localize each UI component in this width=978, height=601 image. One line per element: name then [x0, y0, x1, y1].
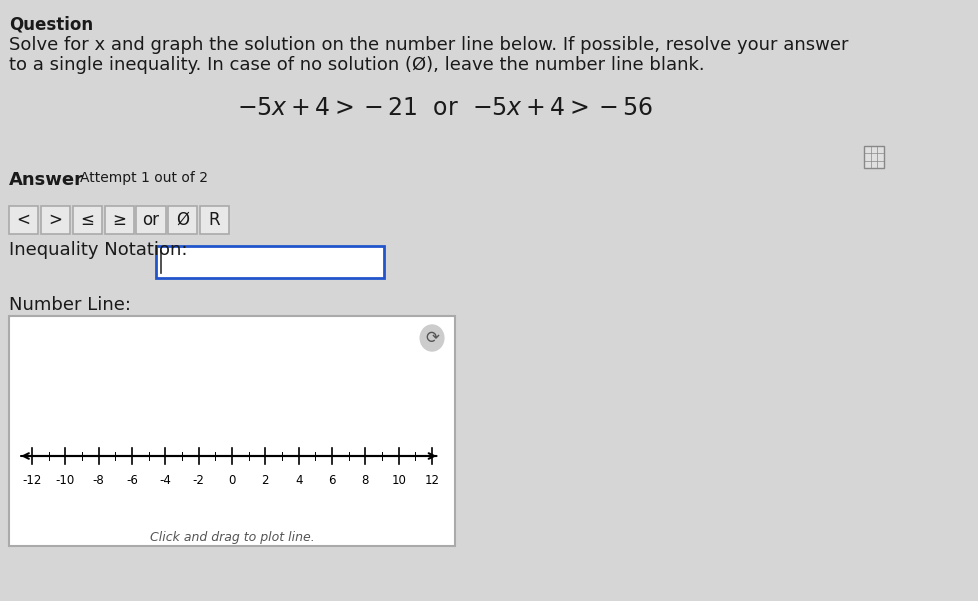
Text: 10: 10	[391, 474, 406, 487]
FancyBboxPatch shape	[9, 206, 38, 234]
Text: ⟳: ⟳	[424, 329, 438, 347]
FancyBboxPatch shape	[9, 316, 455, 546]
Text: -2: -2	[193, 474, 204, 487]
Text: 2: 2	[261, 474, 269, 487]
FancyBboxPatch shape	[72, 206, 102, 234]
FancyBboxPatch shape	[864, 146, 883, 168]
Text: >: >	[49, 211, 63, 229]
Text: 4: 4	[294, 474, 302, 487]
FancyBboxPatch shape	[156, 246, 383, 278]
Text: Question: Question	[9, 16, 93, 34]
Text: ≤: ≤	[80, 211, 94, 229]
Text: Answer: Answer	[9, 171, 84, 189]
Text: Ø: Ø	[176, 211, 189, 229]
Text: -10: -10	[56, 474, 74, 487]
Text: <: <	[17, 211, 30, 229]
Text: -6: -6	[126, 474, 138, 487]
Text: Number Line:: Number Line:	[9, 296, 131, 314]
FancyBboxPatch shape	[105, 206, 134, 234]
Text: Click and drag to plot line.: Click and drag to plot line.	[150, 531, 314, 544]
Text: R: R	[208, 211, 220, 229]
Text: 6: 6	[328, 474, 335, 487]
Text: or: or	[143, 211, 159, 229]
Text: Solve for x and graph the solution on the number line below. If possible, resolv: Solve for x and graph the solution on th…	[9, 36, 848, 54]
FancyBboxPatch shape	[136, 206, 165, 234]
Text: 8: 8	[361, 474, 369, 487]
Text: 0: 0	[228, 474, 236, 487]
Text: to a single inequality. In case of no solution (Ø), leave the number line blank.: to a single inequality. In case of no so…	[9, 56, 704, 74]
Circle shape	[420, 325, 443, 351]
Text: -12: -12	[22, 474, 41, 487]
Text: -4: -4	[159, 474, 171, 487]
Text: -8: -8	[93, 474, 105, 487]
Text: Attempt 1 out of 2: Attempt 1 out of 2	[80, 171, 208, 185]
FancyBboxPatch shape	[200, 206, 229, 234]
Text: $-5x+4>-21$  or  $-5x+4>-56$: $-5x+4>-21$ or $-5x+4>-56$	[237, 96, 652, 120]
Text: Inequality Notation:: Inequality Notation:	[9, 241, 188, 259]
Text: 12: 12	[424, 474, 439, 487]
Text: ≥: ≥	[112, 211, 126, 229]
FancyBboxPatch shape	[168, 206, 198, 234]
FancyBboxPatch shape	[41, 206, 70, 234]
